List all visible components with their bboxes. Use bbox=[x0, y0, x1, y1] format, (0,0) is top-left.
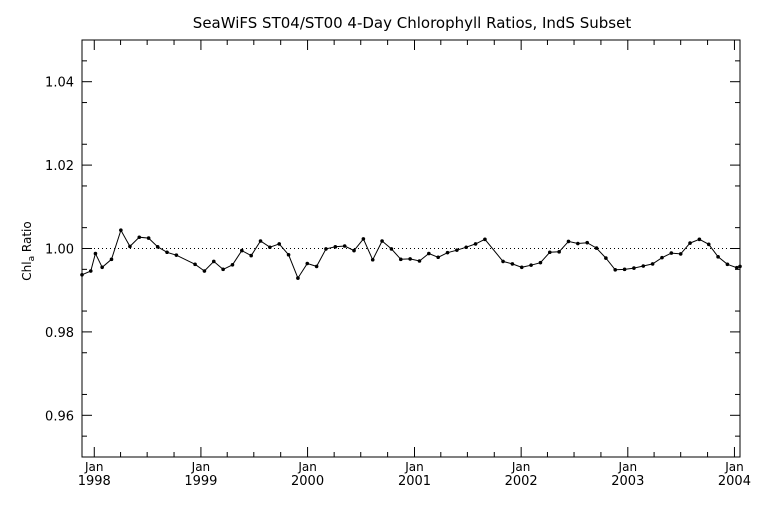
data-point bbox=[240, 248, 244, 253]
data-point bbox=[398, 257, 403, 262]
x-tick-label-month: Jan bbox=[297, 460, 317, 474]
x-tick-label-year: 2002 bbox=[505, 474, 538, 489]
data-point bbox=[427, 251, 431, 256]
data-point bbox=[738, 264, 742, 269]
y-axis-label-tail: Ratio bbox=[20, 221, 34, 256]
data-point bbox=[613, 267, 618, 272]
x-tick-label-month: Jan bbox=[84, 460, 104, 474]
data-point bbox=[389, 247, 394, 251]
data-point bbox=[165, 250, 169, 255]
data-point bbox=[464, 245, 469, 250]
data-point bbox=[455, 248, 459, 252]
data-point bbox=[88, 269, 93, 273]
data-point bbox=[249, 253, 253, 258]
data-point bbox=[128, 244, 132, 249]
x-tick-label-year: 1998 bbox=[78, 474, 111, 489]
data-point bbox=[436, 255, 440, 260]
data-point bbox=[305, 261, 310, 266]
series-line bbox=[81, 228, 741, 280]
data-point bbox=[604, 256, 608, 260]
data-point bbox=[510, 262, 515, 266]
x-tick-label-year: 1999 bbox=[184, 474, 217, 489]
y-axis-label: Chla Ratio bbox=[20, 221, 37, 280]
data-point bbox=[501, 259, 505, 264]
x-tick-label-month: Jan bbox=[191, 460, 211, 474]
chart-title: SeaWiFS ST04/ST00 4-Day Chlorophyll Rati… bbox=[193, 14, 632, 32]
data-point bbox=[137, 235, 142, 240]
x-tick-label-year: 2001 bbox=[398, 474, 431, 489]
y-tick-label: 0.96 bbox=[45, 409, 74, 424]
data-point bbox=[193, 262, 197, 267]
data-point bbox=[483, 237, 487, 242]
data-point bbox=[697, 237, 702, 242]
data-point bbox=[202, 269, 207, 273]
data-point bbox=[361, 237, 366, 241]
y-tick-label: 0.98 bbox=[45, 326, 74, 341]
data-point bbox=[174, 253, 179, 257]
data-point bbox=[660, 255, 664, 260]
data-point bbox=[641, 264, 646, 268]
data-point bbox=[557, 250, 561, 254]
data-point bbox=[473, 242, 478, 246]
data-point bbox=[408, 257, 412, 261]
data-point bbox=[734, 265, 739, 270]
x-tick-label-month: Jan bbox=[511, 460, 531, 474]
data-point bbox=[566, 239, 571, 244]
data-point bbox=[585, 240, 589, 245]
data-point bbox=[342, 244, 347, 248]
data-point bbox=[678, 252, 683, 256]
data-point bbox=[155, 245, 160, 249]
data-point bbox=[370, 257, 375, 262]
data-point bbox=[380, 239, 384, 243]
data-point bbox=[519, 265, 524, 270]
data-point bbox=[688, 241, 692, 245]
data-point bbox=[119, 228, 123, 232]
data-point bbox=[268, 245, 272, 250]
data-point bbox=[650, 262, 655, 266]
data-point bbox=[100, 265, 104, 270]
data-point bbox=[529, 263, 533, 267]
data-point bbox=[80, 272, 84, 277]
data-point bbox=[296, 276, 300, 280]
data-point bbox=[314, 264, 319, 269]
data-point bbox=[725, 262, 730, 267]
data-point bbox=[352, 248, 356, 253]
data-point bbox=[211, 259, 216, 264]
data-point bbox=[146, 236, 151, 240]
data-point bbox=[333, 245, 338, 249]
data-point bbox=[221, 267, 225, 272]
data-point bbox=[258, 239, 263, 243]
data-point bbox=[538, 260, 543, 265]
data-point bbox=[93, 251, 98, 256]
data-point bbox=[706, 242, 711, 247]
data-point bbox=[594, 246, 599, 250]
data-point bbox=[109, 257, 114, 262]
x-tick-label-month: Jan bbox=[724, 460, 744, 474]
x-tick-label-month: Jan bbox=[404, 460, 424, 474]
data-point bbox=[277, 242, 282, 246]
data-point bbox=[417, 259, 422, 263]
data-point bbox=[622, 267, 627, 272]
data-point bbox=[716, 255, 720, 259]
y-tick-label: 1.04 bbox=[45, 76, 74, 91]
data-point bbox=[576, 241, 580, 246]
data-point bbox=[230, 262, 235, 267]
data-point bbox=[445, 250, 450, 255]
data-point bbox=[669, 251, 674, 255]
x-tick-label-month: Jan bbox=[618, 460, 638, 474]
x-tick-label-year: 2003 bbox=[611, 474, 644, 489]
data-point bbox=[286, 252, 291, 257]
y-tick-label: 1.00 bbox=[45, 243, 74, 258]
data-point bbox=[632, 266, 636, 270]
y-tick-label: 1.02 bbox=[45, 159, 74, 174]
x-tick-label-year: 2000 bbox=[291, 474, 324, 489]
x-tick-label-year: 2004 bbox=[718, 474, 751, 489]
data-point bbox=[324, 247, 328, 251]
plot-area: 0.960.981.001.021.04Jan1998Jan1999Jan200… bbox=[45, 39, 751, 489]
data-point bbox=[547, 250, 552, 255]
y-axis-label-subscript: a bbox=[27, 256, 37, 262]
